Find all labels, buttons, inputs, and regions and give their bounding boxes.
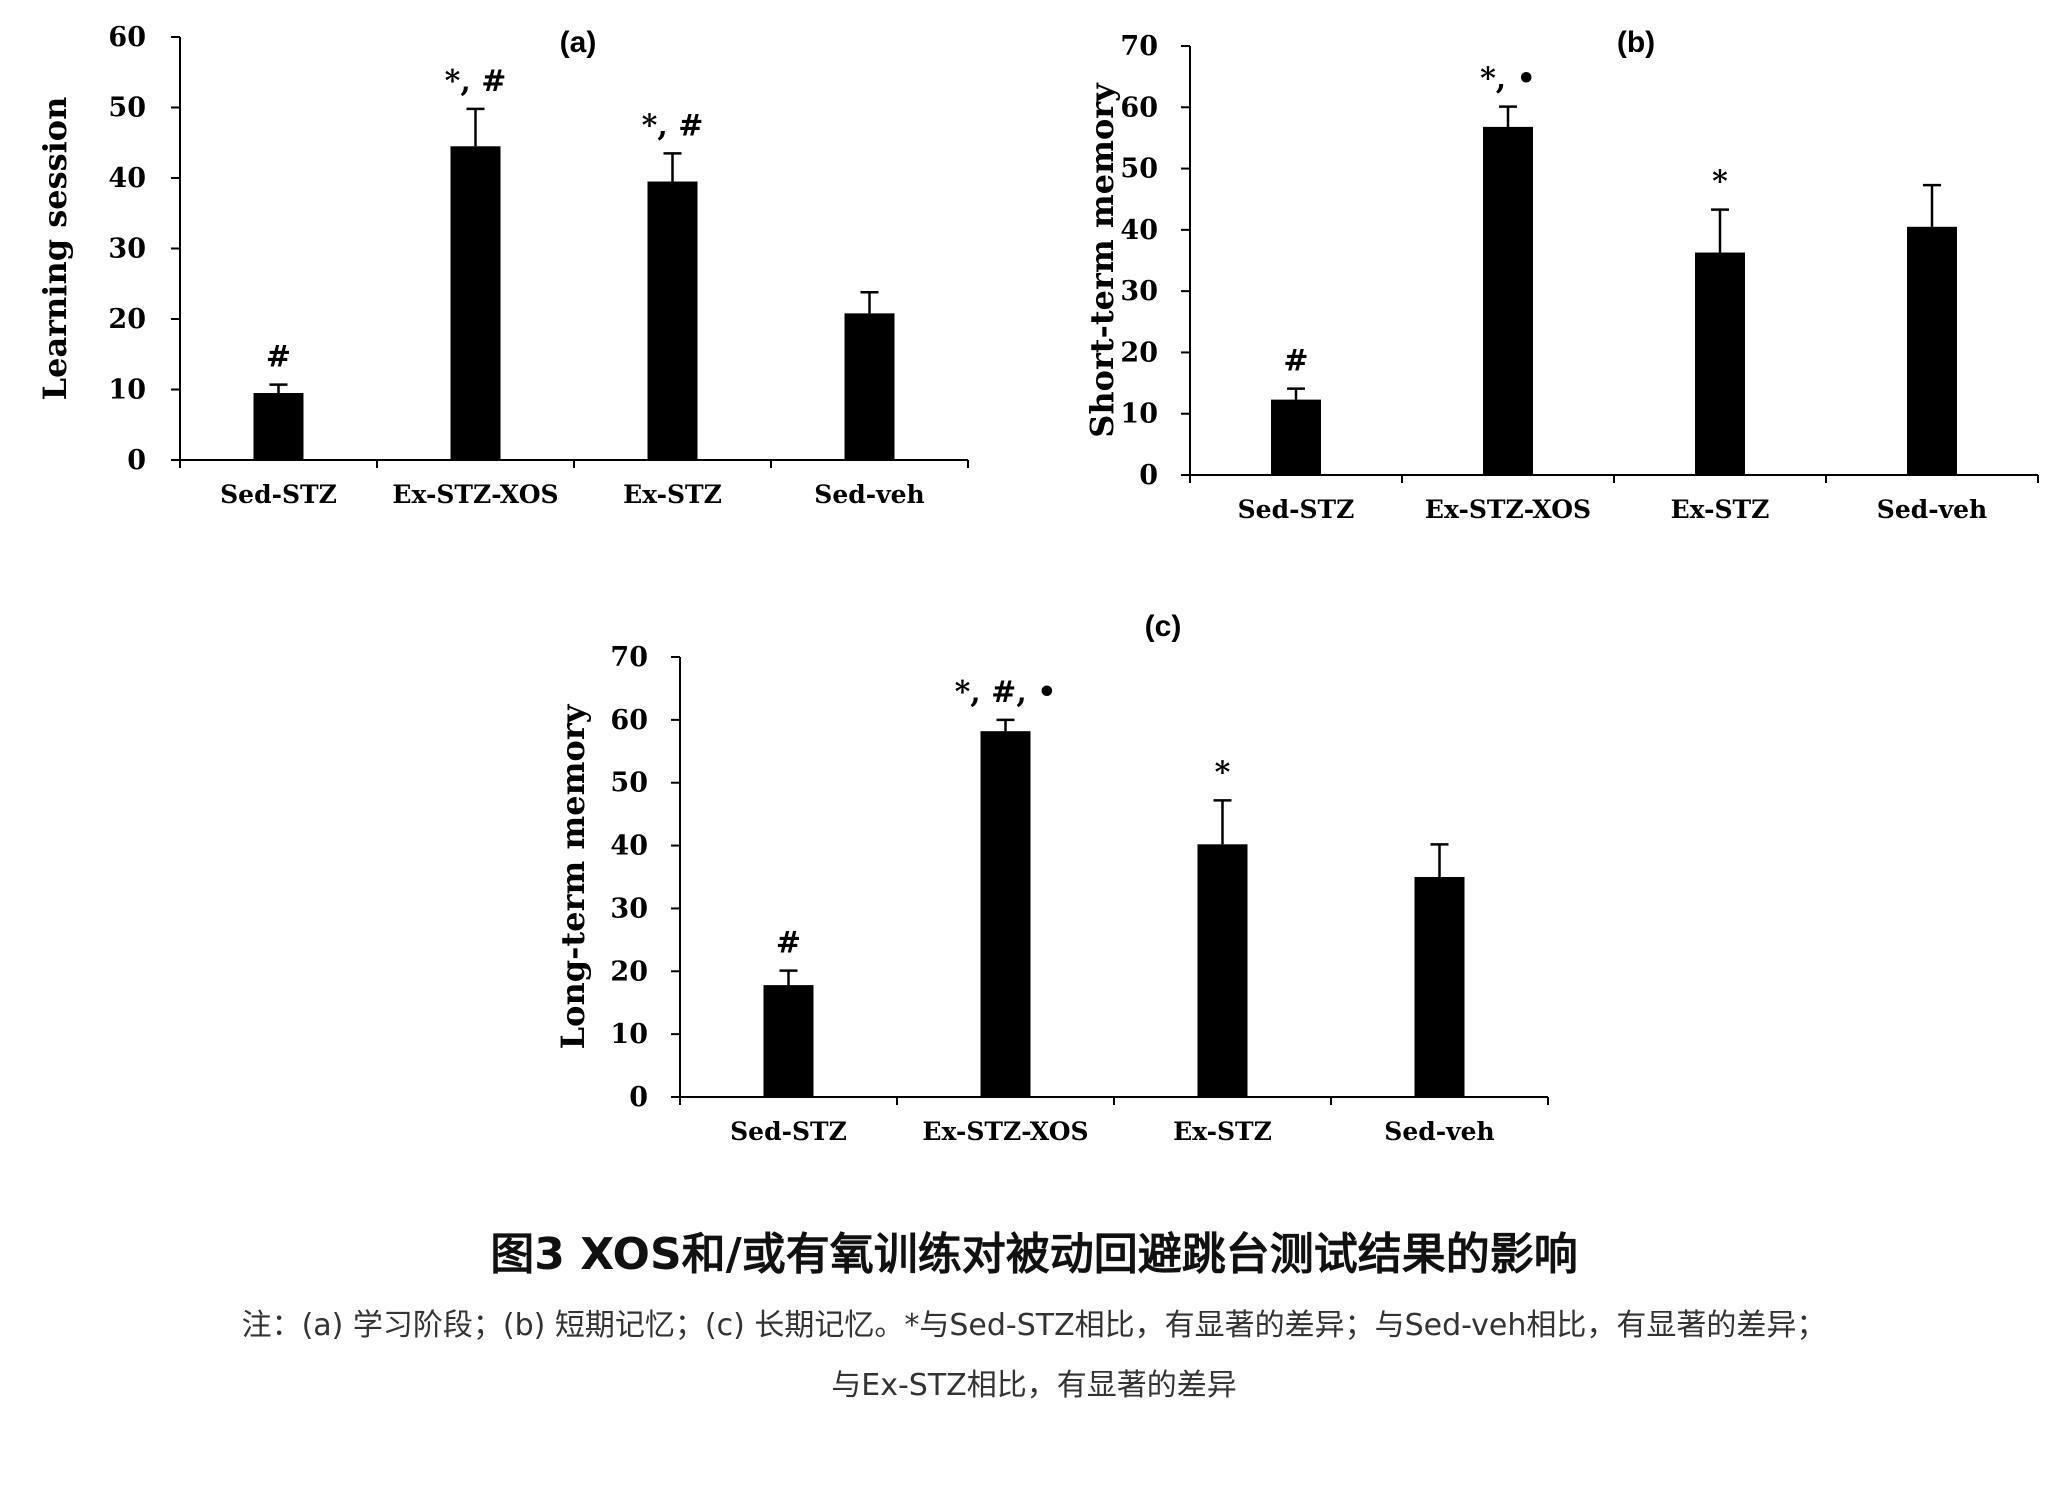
y-axis-label: Learning session [36,97,74,401]
category-label: Ex-STZ [623,480,722,509]
y-axis-label: Short-term memory [1083,82,1121,438]
bar [450,146,501,460]
category-label: Ex-STZ-XOS [392,480,558,509]
y-tick-label: 40 [1120,215,1158,246]
y-tick-label: 60 [1120,92,1158,123]
significance-mark: * [1712,165,1728,200]
category-label: Sed-veh [1384,1117,1494,1146]
significance-mark: *, • [1480,62,1536,97]
chart-panel-a: 0 10 20 30 40 50 60 Sed-STZ # Ex-STZ-XOS *, # Ex-ST… [36,22,969,509]
panel-title: (b) [1617,26,1655,59]
significance-mark: # [776,926,801,961]
panel-title: (c) [1145,610,1182,643]
bar [253,393,304,460]
y-tick-label: 70 [1120,31,1158,62]
category-label: Sed-STZ [220,480,337,509]
bar [1907,226,1957,475]
y-tick-label: 60 [108,22,146,53]
y-tick-label: 10 [1120,399,1158,430]
y-tick-label: 50 [610,768,648,799]
y-tick-label: 30 [108,234,146,265]
category-label: Sed-STZ [1238,495,1355,524]
y-tick-label: 20 [108,304,146,335]
significance-mark: *, #, • [955,675,1057,710]
y-tick-label: 10 [610,1019,648,1050]
category-label: Ex-STZ [1671,495,1770,524]
panel-title: (a) [560,26,597,59]
category-label: Ex-STZ [1173,1117,1272,1146]
bar [1271,399,1321,475]
category-label: Sed-veh [1877,495,1987,524]
bar [1483,126,1533,475]
y-tick-label: 20 [610,956,648,987]
y-tick-label: 60 [610,705,648,736]
chart-panel-b: 0 10 20 30 40 50 60 70 Sed-STZ # Ex-STZ-XOS *, • Ex-… [1083,26,2039,524]
bar [1414,877,1465,1097]
bar [763,985,814,1097]
y-axis-label: Long-term memory [554,703,592,1049]
category-label: Sed-veh [814,480,924,509]
figure-caption-note-line-2: 与Ex-STZ相比，有显著的差异 [831,1368,1237,1403]
significance-mark: # [1283,344,1308,379]
y-tick-label: 30 [610,893,648,924]
bar [844,313,895,460]
significance-mark: * [1215,755,1231,790]
y-tick-label: 70 [610,642,648,673]
figure-caption-note-line-1: 注：(a) 学习阶段；(b) 短期记忆；(c) 长期记忆。*与Sed-STZ相比… [241,1308,1827,1343]
y-tick-label: 40 [610,831,648,862]
significance-mark: *, # [642,108,704,143]
bar [1695,252,1745,475]
y-tick-label: 0 [127,445,146,476]
y-tick-label: 20 [1120,337,1158,368]
y-tick-label: 0 [1139,460,1158,491]
y-tick-label: 30 [1120,276,1158,307]
bar [647,181,698,460]
y-tick-label: 50 [1120,154,1158,185]
y-tick-label: 0 [629,1082,648,1113]
category-label: Ex-STZ-XOS [922,1117,1088,1146]
y-tick-label: 50 [108,93,146,124]
y-tick-label: 10 [108,375,146,406]
bar [980,731,1031,1097]
category-label: Ex-STZ-XOS [1425,495,1591,524]
category-label: Sed-STZ [730,1117,847,1146]
significance-mark: *, # [445,64,507,99]
chart-panel-c: 0 10 20 30 40 50 60 70 Sed-STZ # Ex-STZ-XOS *, #, •… [554,610,1549,1146]
bar [1197,844,1248,1097]
figure-caption-title: 图3 XOS和/或有氧训练对被动回避跳台测试结果的影响 [490,1229,1578,1280]
y-tick-label: 40 [108,163,146,194]
significance-mark: # [266,340,291,375]
